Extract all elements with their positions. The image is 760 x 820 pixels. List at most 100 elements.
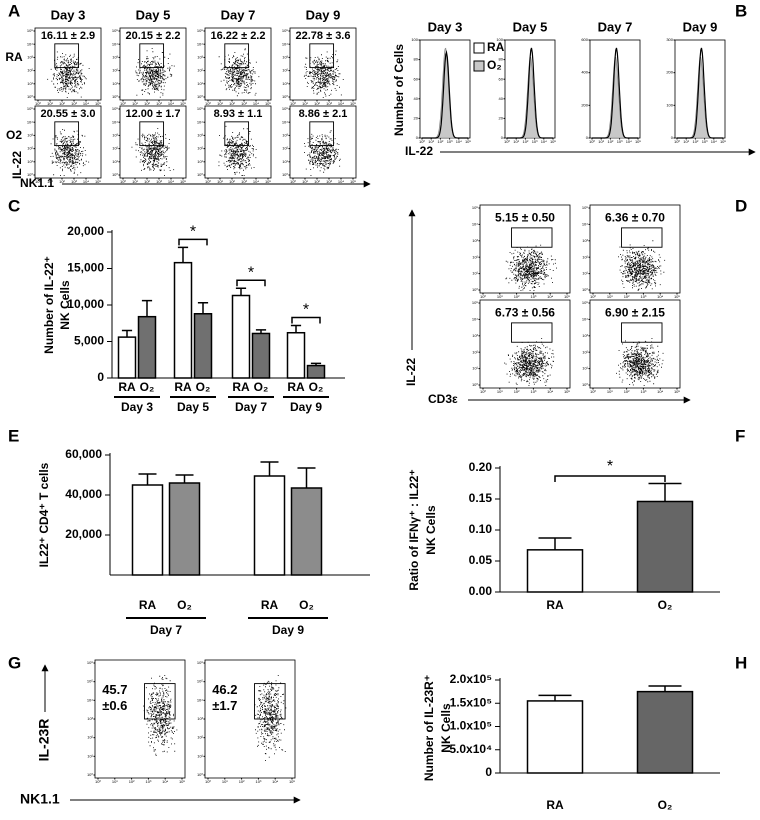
gate [139, 121, 165, 147]
x-tick-label: 10³ [326, 179, 332, 184]
x-tick-label: 10² [693, 139, 699, 144]
x-tick-label: 10¹ [217, 101, 223, 106]
y-tick-label: 10³ [112, 132, 118, 137]
x-tick-label: 10⁵ [289, 779, 295, 784]
event-dots [616, 338, 664, 386]
x-tick-label: 10⁵ [350, 101, 356, 106]
x-tick-label: 10⁴ [547, 389, 553, 394]
significance-bracket [178, 238, 208, 246]
error-bar [290, 324, 302, 333]
bar [286, 331, 306, 379]
x-tick-label: 10³ [702, 139, 708, 144]
y-tick-label: 10¹ [112, 159, 118, 164]
y-tick-label: 10⁰ [87, 772, 93, 777]
x-tick-label: 10² [144, 179, 150, 184]
y-tick-label: 1.0x10⁵ [450, 719, 492, 733]
plot-frame [589, 299, 681, 389]
series-label: RA [118, 380, 136, 394]
y-tick-label: 20 [414, 115, 419, 120]
y-tick-label: 10² [472, 254, 478, 259]
legend-label: RA [487, 40, 505, 54]
y-tick-label: 10² [112, 146, 118, 151]
x-axis-label: NK1.1 [20, 176, 54, 190]
gate-percent: 16.22 ± 2.2 [211, 30, 266, 42]
gate [511, 322, 553, 343]
x-tick-label: 10⁴ [168, 101, 174, 106]
x-tick-label: 10⁴ [162, 779, 168, 784]
plot-frame [204, 105, 272, 179]
y-tick-label: 10⁴ [472, 316, 478, 321]
x-tick-label: 10⁴ [711, 139, 717, 144]
y-tick-label: 10¹ [27, 81, 33, 86]
y-axis-label: IL-22 [404, 358, 418, 386]
gate [54, 43, 80, 69]
series-label: RA [232, 380, 250, 394]
y-tick-label: 10³ [282, 132, 288, 137]
gate-percent: ±1.7 [212, 698, 237, 713]
gate-percent: 16.11 ± 2.9 [41, 30, 95, 42]
y-tick-label: 10² [197, 735, 203, 740]
gate-percent: ±0.6 [102, 698, 127, 713]
x-tick-label: 10³ [241, 179, 247, 184]
x-tick-label: 10⁴ [168, 179, 174, 184]
error-bar [538, 694, 572, 701]
bar [253, 475, 286, 576]
series-label: RA [174, 380, 192, 394]
y-tick-label: 10⁵ [197, 106, 203, 111]
y-tick-label: 10⁵ [582, 300, 588, 305]
x-tick-label: 10³ [326, 101, 332, 106]
error-bar [177, 246, 189, 263]
x-tick-label: 10² [314, 179, 320, 184]
y-tick-label: 10⁰ [472, 382, 478, 387]
y-tick-label: 10⁴ [282, 119, 288, 124]
x-tick-label: 10⁴ [456, 139, 462, 144]
y-axis-label: Number of IL-23R⁺ [422, 675, 436, 781]
x-axis-label: NK1.1 [20, 791, 60, 807]
y-tick-label: 10¹ [197, 159, 203, 164]
x-tick-label: 10³ [447, 139, 453, 144]
x-tick-label: 10⁰ [290, 179, 296, 184]
y-tick-label: 60,000 [65, 447, 102, 461]
gate-percent: 20.55 ± 3.0 [41, 108, 96, 120]
x-tick-label: 10³ [641, 294, 647, 299]
bar [117, 336, 137, 379]
x-tick-label: 10³ [256, 779, 262, 784]
x-tick-label: 10¹ [607, 294, 613, 299]
x-tick-label: 10⁰ [480, 389, 486, 394]
x-tick-label: 10³ [641, 389, 647, 394]
y-tick-label: 10⁵ [87, 679, 93, 684]
series-label: O₂ [254, 380, 269, 394]
x-tick-label: 10⁵ [180, 179, 186, 184]
significance-bracket [236, 279, 266, 287]
x-axis-label: IL-22 [405, 144, 433, 158]
y-tick-label: 10⁴ [472, 221, 478, 226]
y-axis-label: Number of IL-22⁺ [42, 256, 56, 354]
series-label: O₂ [140, 380, 155, 394]
panel-letter: F [735, 426, 745, 445]
x-tick-label: 10² [523, 139, 529, 144]
y-tick-label: 10⁰ [197, 772, 203, 777]
x-tick-label: O₂ [658, 598, 673, 612]
y-tick-label: 10¹ [472, 366, 478, 371]
x-tick-label: 10² [229, 101, 235, 106]
y-tick-label: 10⁵ [27, 28, 33, 33]
y-tick-label: 1.5x10⁵ [450, 695, 492, 709]
y-tick-label: 10² [197, 146, 203, 151]
y-tick-label: 10⁵ [282, 28, 288, 33]
y-tick-label: 10⁵ [582, 205, 588, 210]
y-tick-label: 10⁴ [112, 119, 118, 124]
bar [251, 332, 271, 379]
x-tick-label: 10⁰ [590, 389, 596, 394]
x-axis-label: CD3ε [428, 392, 458, 406]
column-header: Day 7 [598, 19, 633, 34]
y-tick-label: 0 [586, 135, 589, 140]
gate-percent: 12.00 ± 1.7 [126, 108, 181, 120]
series-label: RA [287, 380, 305, 394]
gate [621, 227, 663, 248]
panel-letter: D [735, 196, 747, 215]
x-tick-label: 10⁵ [635, 139, 641, 144]
series-label: O₂ [309, 380, 324, 394]
bar [168, 482, 201, 576]
y-tick-label: 10⁵ [472, 205, 478, 210]
